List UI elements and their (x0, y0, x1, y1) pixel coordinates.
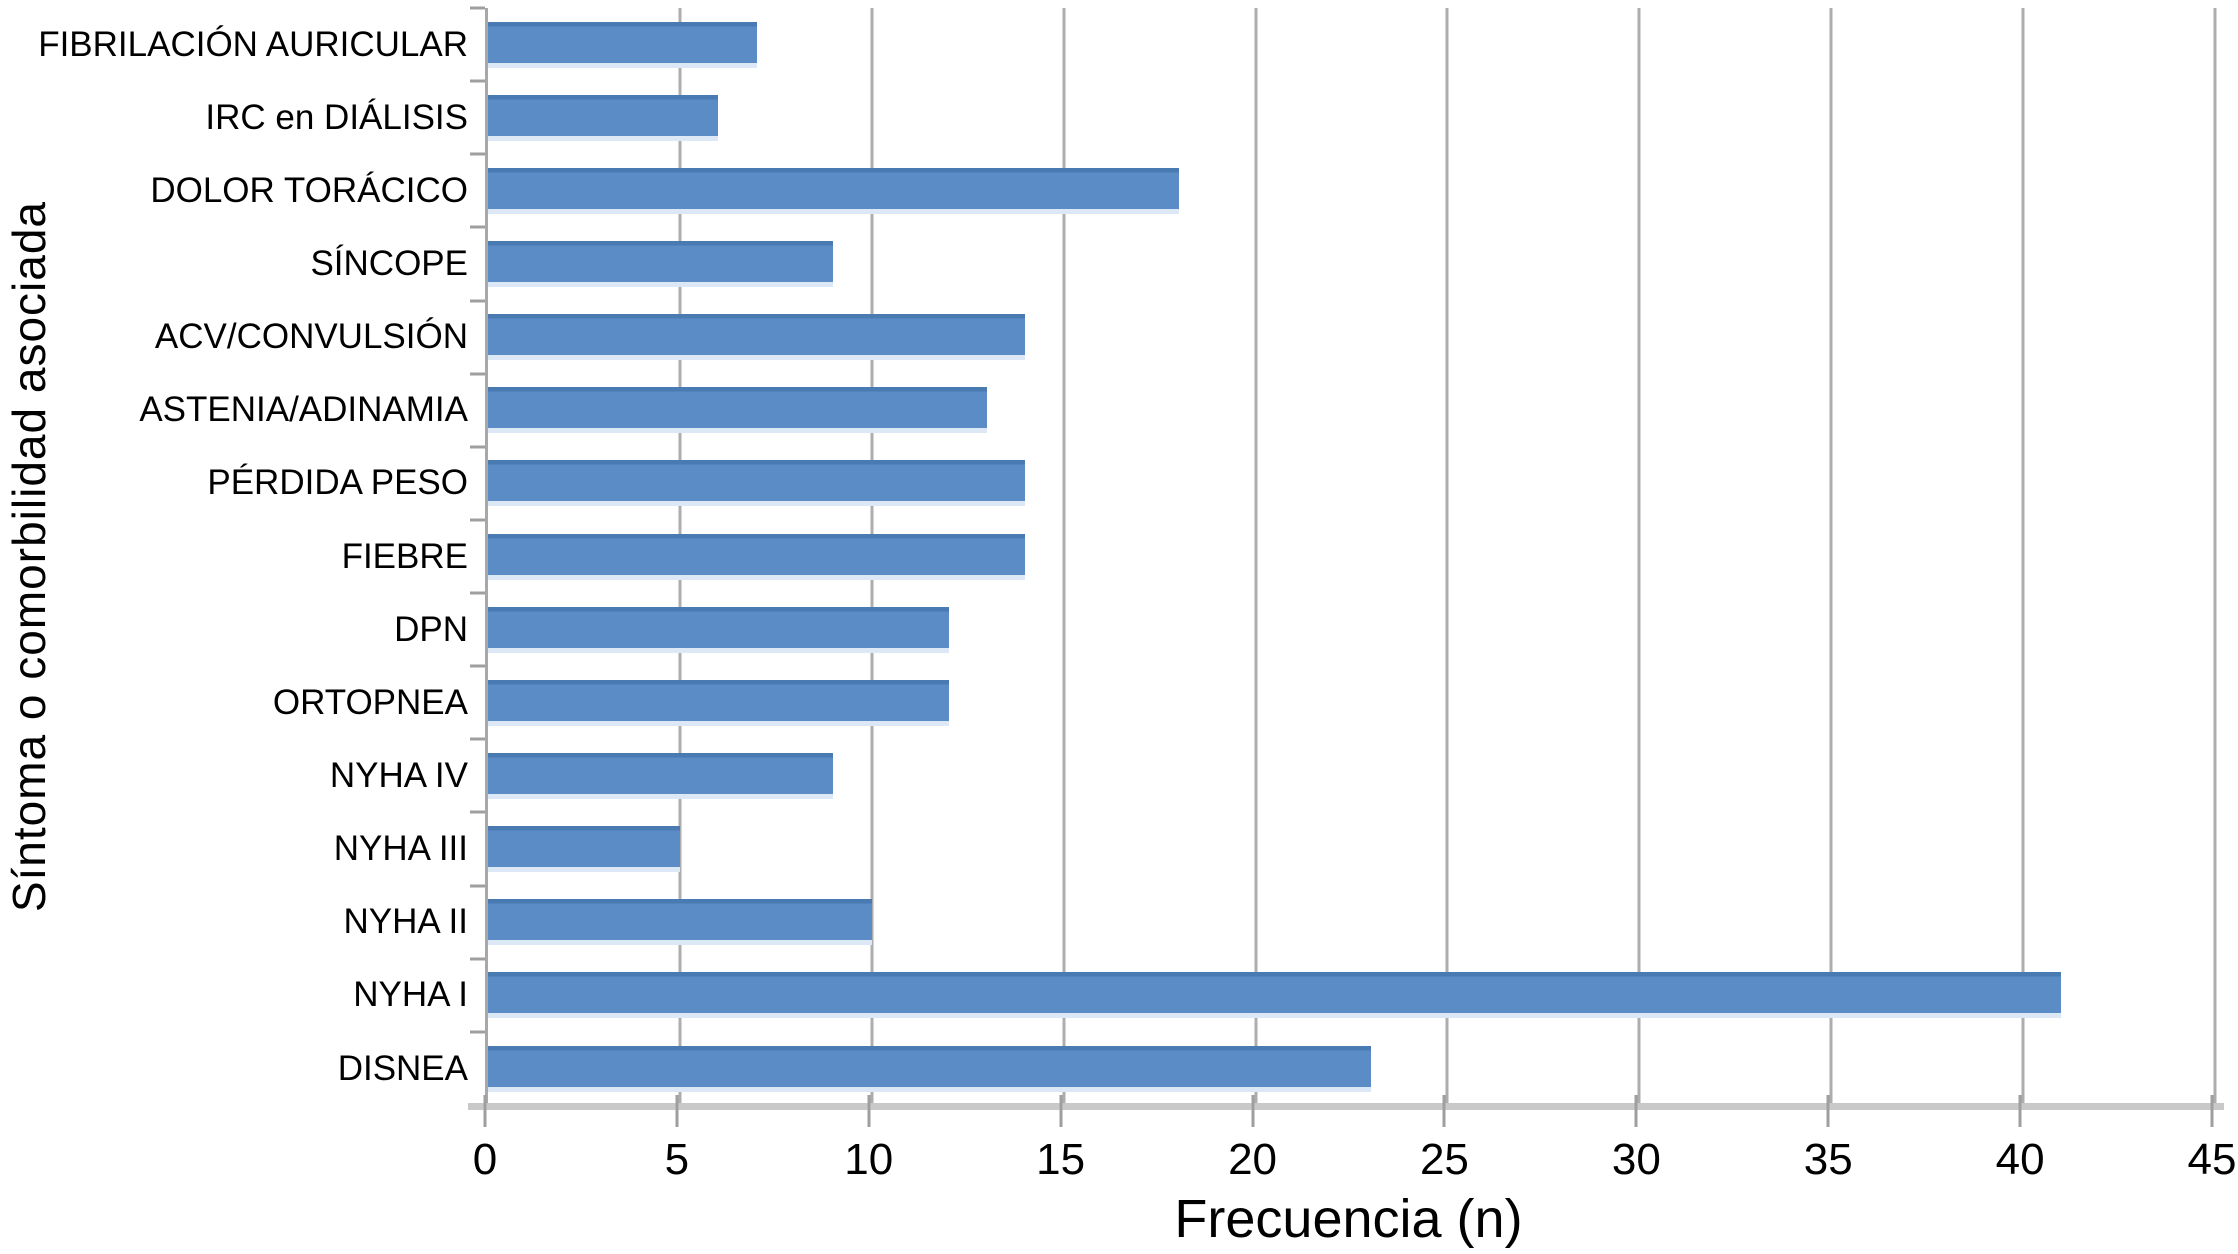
category-label: NYHA III (333, 829, 468, 869)
x-tick-mark (1251, 1095, 1255, 1127)
bar-row (488, 374, 2215, 447)
x-tick-mark (1826, 1095, 1830, 1127)
y-axis-ticks (470, 6, 485, 1107)
bar (488, 387, 987, 434)
bar (488, 899, 872, 946)
y-tick-mark (470, 445, 485, 449)
x-tick-label: 10 (844, 1135, 894, 1184)
bar-row (488, 154, 2215, 227)
bar-row (488, 8, 2215, 81)
y-tick-mark (470, 6, 485, 10)
bar-row (488, 520, 2215, 593)
x-tick-label: 5 (664, 1135, 690, 1184)
x-tick-mark (1634, 1095, 1638, 1127)
x-axis-ticks (483, 1095, 2214, 1127)
gridline (1445, 8, 1449, 1105)
bar-row (488, 447, 2215, 520)
category-label: NYHA I (353, 975, 468, 1015)
category-label: DPN (394, 609, 468, 649)
bar-row (488, 1032, 2215, 1105)
y-tick-mark (470, 79, 485, 83)
bar (488, 606, 949, 653)
category-label: DISNEA (337, 1048, 468, 1088)
x-tick-label: 45 (2187, 1135, 2237, 1184)
plot-area (485, 8, 2217, 1105)
bar (488, 21, 757, 68)
x-axis-tick-labels: 0 5 10 15 20 25 30 35 40 45 (473, 1134, 2237, 1186)
y-tick-mark (470, 737, 485, 741)
x-tick-mark (2210, 1095, 2214, 1127)
category-label: IRC en DIÁLISIS (205, 97, 468, 137)
y-tick-mark (470, 810, 485, 814)
gridline (1062, 8, 1066, 1105)
category-label: FIBRILACIÓN AURICULAR (38, 24, 468, 64)
x-axis-title: Frecuencia (n) (1174, 1189, 1523, 1249)
x-tick-label: 20 (1228, 1135, 1278, 1184)
bar-row (488, 886, 2215, 959)
bar-row (488, 666, 2215, 739)
y-tick-mark (470, 225, 485, 229)
category-label: FIEBRE (341, 536, 468, 576)
bar-row (488, 227, 2215, 300)
y-tick-mark (470, 299, 485, 303)
bar (488, 752, 834, 799)
category-label: NYHA IV (329, 755, 468, 795)
bar (488, 167, 1179, 214)
x-tick-label: 30 (1611, 1135, 1661, 1184)
bar (488, 460, 1026, 507)
bar (488, 826, 680, 873)
gridline (1254, 8, 1258, 1105)
bar (488, 240, 834, 287)
category-label: ORTOPNEA (272, 682, 468, 722)
y-tick-mark (470, 518, 485, 522)
y-tick-mark (470, 372, 485, 376)
x-tick-mark (1442, 1095, 1446, 1127)
bar-row (488, 593, 2215, 666)
y-axis-title: Síntoma o comorbilidad asociada (0, 8, 58, 1105)
bar-row (488, 739, 2215, 812)
y-tick-mark (470, 152, 485, 156)
bar-row (488, 81, 2215, 154)
bar-series (488, 8, 2215, 1105)
bar (488, 679, 949, 726)
category-label: PÉRDIDA PESO (207, 463, 468, 503)
x-tick-mark (867, 1095, 871, 1127)
bar (488, 314, 1026, 361)
x-tick-mark (675, 1095, 679, 1127)
x-tick-label: 40 (1995, 1135, 2045, 1184)
gridline (2213, 8, 2217, 1105)
x-axis-line (468, 1103, 2224, 1110)
category-label: SÍNCOPE (310, 243, 468, 283)
x-tick-label: 0 (472, 1135, 498, 1184)
category-axis-labels: FIBRILACIÓN AURICULAR IRC en DIÁLISIS DOLO… (38, 8, 468, 1105)
category-label: ACV/CONVULSIÓN (154, 317, 468, 357)
y-tick-mark (470, 591, 485, 595)
category-label: DOLOR TORÁCICO (150, 170, 468, 210)
x-tick-mark (483, 1095, 487, 1127)
bar (488, 94, 719, 141)
y-axis-title-text: Síntoma o comorbilidad asociada (3, 200, 55, 913)
y-tick-mark (470, 884, 485, 888)
x-tick-mark (1059, 1095, 1063, 1127)
bar-row (488, 301, 2215, 374)
gridline (2021, 8, 2025, 1105)
x-tick-mark (2018, 1095, 2022, 1127)
bar-row (488, 959, 2215, 1032)
bar (488, 533, 1026, 580)
y-tick-mark (470, 1030, 485, 1034)
x-tick-label: 35 (1803, 1135, 1853, 1184)
gridline (1829, 8, 1833, 1105)
category-label: ASTENIA/ADINAMIA (139, 390, 468, 430)
x-tick-label: 25 (1419, 1135, 1469, 1184)
y-tick-mark (470, 664, 485, 668)
gridline (1637, 8, 1641, 1105)
bar (488, 972, 2062, 1019)
y-tick-mark (470, 957, 485, 961)
category-label: NYHA II (343, 902, 468, 942)
bar-row (488, 813, 2215, 886)
bar (488, 1045, 1371, 1092)
x-tick-label: 15 (1036, 1135, 1086, 1184)
